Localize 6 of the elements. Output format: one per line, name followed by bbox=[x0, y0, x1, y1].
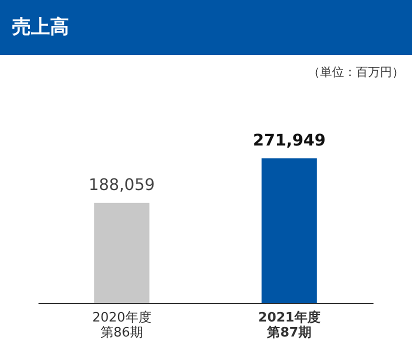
data-label: 188,059 bbox=[88, 174, 155, 194]
x-tick-label: 2020年度第86期 bbox=[92, 310, 152, 340]
data-label: 271,949 bbox=[252, 130, 326, 150]
chart-subtitle: （単位：百万円） bbox=[308, 64, 404, 81]
chart-title: 売上高 bbox=[0, 0, 412, 55]
x-tick-label: 2021年度第87期 bbox=[258, 310, 320, 340]
